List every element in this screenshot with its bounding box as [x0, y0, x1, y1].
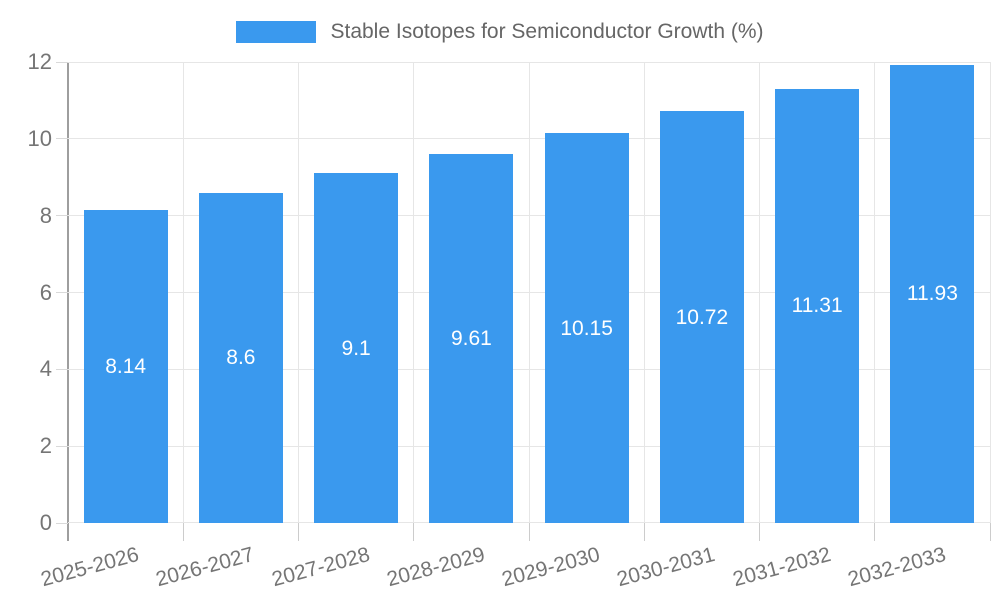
y-axis-tick-label: 10	[27, 125, 52, 151]
x-axis-tick	[643, 523, 645, 541]
y-axis-tick-label: 8	[39, 202, 52, 228]
x-axis-tick-label: 2026-2027	[153, 543, 257, 592]
x-axis-tick-label: 2028-2029	[384, 543, 488, 592]
x-axis-tick-label: 2030-2031	[614, 543, 718, 592]
plot-area: 0 2 4 6 8 10 12 8.14 2025-2026 8.6 2026-2027 9.1 202…	[28, 49, 991, 591]
legend-label: Stable Isotopes for Semiconductor Growth…	[330, 19, 764, 43]
bar: 8.6	[198, 192, 283, 523]
y-axis-tick-label: 6	[39, 279, 52, 305]
gridline-vertical	[989, 62, 991, 523]
bar: 11.93	[890, 64, 975, 523]
x-axis-tick-label: 2031-2032	[730, 543, 834, 592]
bar-value-label: 9.1	[341, 336, 371, 360]
y-axis-tick-label: 2	[39, 433, 52, 459]
gridline-vertical	[413, 62, 415, 523]
bar-value-label: 8.14	[105, 355, 147, 379]
x-axis-tick	[413, 523, 415, 541]
bar-value-label: 10.72	[675, 305, 729, 329]
gridline-vertical	[182, 62, 184, 523]
gridline-vertical	[643, 62, 645, 523]
y-axis-tick	[56, 368, 68, 370]
x-axis-tick	[182, 523, 184, 541]
y-axis-tick-label: 4	[39, 356, 52, 382]
gridline-vertical	[298, 62, 299, 523]
bar-value-label: 10.15	[560, 316, 613, 340]
bar: 10.15	[544, 133, 629, 523]
bar-value-label: 9.61	[450, 326, 492, 350]
bar: 10.72	[659, 111, 744, 523]
bar: 11.31	[775, 88, 860, 523]
x-axis-tick	[298, 523, 299, 541]
y-axis-tick	[56, 138, 68, 140]
y-axis-tick	[56, 445, 68, 447]
y-axis-tick-label: 12	[27, 49, 52, 74]
x-axis-tick-label: 2029-2030	[499, 543, 603, 592]
x-axis-tick-label: 2027-2028	[269, 543, 373, 592]
x-axis-tick-label: 2025-2026	[38, 543, 142, 592]
legend-swatch	[236, 21, 317, 43]
gridline-vertical	[874, 62, 876, 523]
x-axis-tick	[759, 523, 760, 541]
gridline-vertical	[528, 62, 530, 523]
y-axis-tick	[56, 61, 68, 63]
bar-value-label: 11.31	[791, 294, 843, 318]
bar: 8.14	[83, 210, 168, 523]
bar-value-label: 8.6	[226, 346, 256, 370]
gridline-vertical	[759, 62, 760, 523]
x-axis-tick	[989, 523, 991, 541]
bar-value-label: 11.93	[906, 282, 958, 306]
chart-legend[interactable]: Stable Isotopes for Semiconductor Growth…	[0, 14, 1000, 50]
y-axis-tick-label: 0	[39, 510, 52, 535]
bar: 9.61	[429, 153, 514, 523]
x-axis-tick	[528, 523, 530, 541]
x-axis-tick-label: 2032-2033	[845, 543, 949, 592]
y-axis-tick	[56, 292, 68, 293]
y-axis-tick	[56, 215, 68, 217]
y-axis-line	[67, 62, 69, 541]
x-axis-tick	[874, 523, 876, 541]
y-axis-tick	[56, 522, 68, 524]
bar: 9.1	[314, 173, 399, 523]
